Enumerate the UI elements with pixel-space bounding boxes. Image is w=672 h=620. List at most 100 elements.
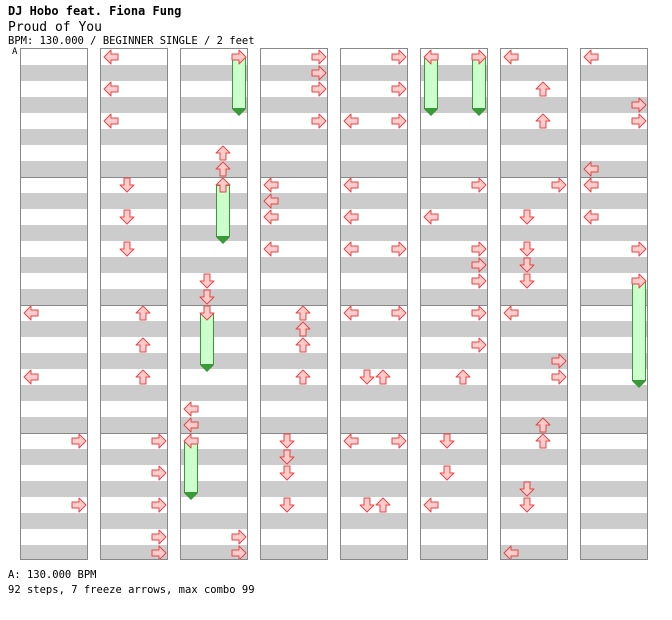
beat-stripe <box>181 353 247 369</box>
arrow-down-icon <box>199 289 215 305</box>
arrow-up-icon <box>295 337 311 353</box>
arrow-up-icon <box>375 497 391 513</box>
beat-stripe <box>501 193 567 209</box>
beat-stripe <box>101 417 167 433</box>
beat-stripe <box>261 65 327 81</box>
arrow-up-icon <box>375 369 391 385</box>
beat-stripe <box>101 513 167 529</box>
beat-stripe <box>181 225 247 241</box>
arrow-right-icon <box>631 97 647 113</box>
arrow-right-icon <box>311 49 327 65</box>
beat-stripe <box>581 385 647 401</box>
arrow-left-icon <box>343 241 359 257</box>
beat-stripe <box>581 417 647 433</box>
beat-stripe <box>421 257 487 273</box>
beat-stripe <box>101 481 167 497</box>
beat-stripe <box>501 65 567 81</box>
freeze-end-cap <box>184 493 198 500</box>
beat-stripe <box>341 385 407 401</box>
arrow-down-icon <box>119 209 135 225</box>
beat-stripe <box>21 545 87 559</box>
beat-stripe <box>21 449 87 465</box>
arrow-right-icon <box>631 241 647 257</box>
arrow-right-icon <box>151 497 167 513</box>
beat-stripe <box>501 289 567 305</box>
beat-stripe <box>501 417 567 433</box>
beat-stripe <box>581 321 647 337</box>
arrow-right-icon <box>391 241 407 257</box>
beat-stripe <box>101 321 167 337</box>
arrow-left-icon <box>343 433 359 449</box>
arrow-left-icon <box>503 49 519 65</box>
arrow-up-icon <box>295 321 311 337</box>
measure-line <box>501 433 567 434</box>
beat-stripe <box>421 545 487 559</box>
beat-stripe <box>181 321 247 337</box>
arrow-right-icon <box>311 81 327 97</box>
beat-stripe <box>181 513 247 529</box>
beat-stripe <box>501 321 567 337</box>
beat-stripe <box>421 385 487 401</box>
beat-stripe <box>101 353 167 369</box>
arrow-right-icon <box>311 65 327 81</box>
beat-stripe <box>21 289 87 305</box>
beat-stripe <box>421 321 487 337</box>
measure-line <box>421 177 487 178</box>
beat-stripe <box>581 353 647 369</box>
arrow-right-icon <box>551 369 567 385</box>
freeze-end-cap <box>232 109 246 116</box>
arrow-down-icon <box>439 433 455 449</box>
arrow-right-icon <box>391 81 407 97</box>
arrow-left-icon <box>583 177 599 193</box>
beat-stripe <box>261 513 327 529</box>
arrow-up-icon <box>135 305 151 321</box>
arrow-left-icon <box>103 81 119 97</box>
freeze-end-cap <box>424 109 438 116</box>
beat-stripe <box>341 257 407 273</box>
beat-stripe <box>421 129 487 145</box>
arrow-left-icon <box>23 305 39 321</box>
freeze-end-cap <box>200 365 214 372</box>
song-title: Proud of You <box>8 20 102 35</box>
arrow-down-icon <box>199 273 215 289</box>
measure-line <box>501 177 567 178</box>
beat-stripe <box>21 417 87 433</box>
arrow-up-icon <box>535 433 551 449</box>
beat-stripe <box>21 225 87 241</box>
chart-column-1 <box>20 48 88 560</box>
arrow-left-icon <box>183 417 199 433</box>
beat-stripe <box>101 257 167 273</box>
beat-stripe <box>261 289 327 305</box>
beat-stripe <box>21 385 87 401</box>
measure-line <box>581 433 647 434</box>
arrow-left-icon <box>343 209 359 225</box>
arrow-down-icon <box>439 465 455 481</box>
beat-stripe <box>261 321 327 337</box>
beat-stripe <box>581 225 647 241</box>
beat-stripe <box>581 97 647 113</box>
arrow-down-icon <box>359 369 375 385</box>
arrow-left-icon <box>103 113 119 129</box>
chart-info: BPM: 130.000 / BEGINNER SINGLE / 2 feet <box>8 35 255 47</box>
arrow-down-icon <box>279 497 295 513</box>
measure-line <box>21 433 87 434</box>
beat-stripe <box>181 129 247 145</box>
measure-line <box>581 177 647 178</box>
arrow-down-icon <box>119 241 135 257</box>
arrow-left-icon <box>343 305 359 321</box>
arrow-right-icon <box>471 257 487 273</box>
beat-stripe <box>261 97 327 113</box>
beat-stripe <box>261 225 327 241</box>
measure-line <box>101 177 167 178</box>
measure-line <box>181 177 247 178</box>
beat-stripe <box>421 449 487 465</box>
beat-stripe <box>181 545 247 559</box>
arrow-left-icon <box>503 305 519 321</box>
chart-stats: 92 steps, 7 freeze arrows, max combo 99 <box>8 584 255 596</box>
beat-stripe <box>341 417 407 433</box>
arrow-up-icon <box>215 161 231 177</box>
beat-stripe <box>341 321 407 337</box>
arrow-right-icon <box>231 529 247 545</box>
beat-stripe <box>501 385 567 401</box>
arrow-down-icon <box>119 177 135 193</box>
